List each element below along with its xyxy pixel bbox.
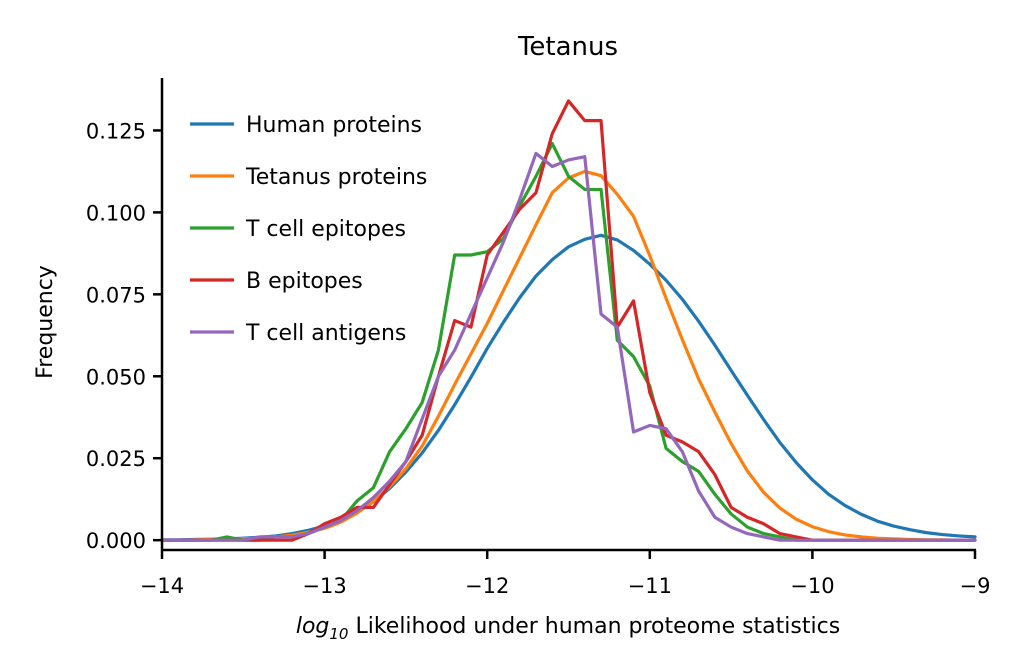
y-tick-label: 0.125: [86, 119, 146, 143]
series-line-human-proteins: [160, 233, 977, 542]
x-tick-label: −14: [140, 574, 184, 598]
y-tick-label: 0.050: [86, 365, 146, 389]
legend-item: B epitopes: [190, 269, 363, 294]
y-tick-label: 0.000: [86, 529, 146, 553]
legend: Human proteins Tetanus proteins T cell epi…: [190, 113, 427, 346]
x-tick-label: −13: [302, 574, 346, 598]
x-tick-label: −11: [628, 574, 672, 598]
y-tick-label: 0.075: [86, 283, 146, 307]
legend-label: Tetanus proteins: [245, 165, 427, 190]
legend-item: T cell antigens: [190, 321, 406, 346]
y-axis-label: Frequency: [33, 265, 58, 379]
plot-area: [160, 99, 977, 542]
y-tick-label: 0.025: [86, 447, 146, 471]
legend-label: B epitopes: [246, 269, 363, 294]
x-axis-label-log: log: [296, 614, 330, 639]
legend-item: Tetanus proteins: [190, 165, 427, 190]
x-axis-label-text: Likelihood under human proteome statisti…: [348, 614, 840, 639]
legend-item: Human proteins: [190, 113, 422, 138]
series-line-t-cell-antigens: [160, 151, 977, 542]
legend-label: T cell antigens: [245, 321, 406, 346]
y-tick-label: 0.100: [86, 201, 146, 225]
x-axis-ticks: −14 −13 −12 −11 −10 −9: [140, 550, 991, 598]
series-lines: [160, 99, 977, 542]
legend-item: T cell epitopes: [190, 217, 406, 242]
chart-title: Tetanus: [517, 32, 618, 62]
legend-label: T cell epitopes: [245, 217, 406, 242]
x-tick-label: −10: [790, 574, 834, 598]
y-axis-ticks: 0.000 0.025 0.050 0.075 0.100 0.125: [86, 119, 162, 553]
x-axis-label: log10 Likelihood under human proteome st…: [296, 614, 840, 643]
legend-label: Human proteins: [246, 113, 422, 138]
x-tick-label: −12: [465, 574, 509, 598]
x-axis-label-subscript: 10: [329, 625, 348, 643]
x-tick-label: −9: [960, 574, 991, 598]
